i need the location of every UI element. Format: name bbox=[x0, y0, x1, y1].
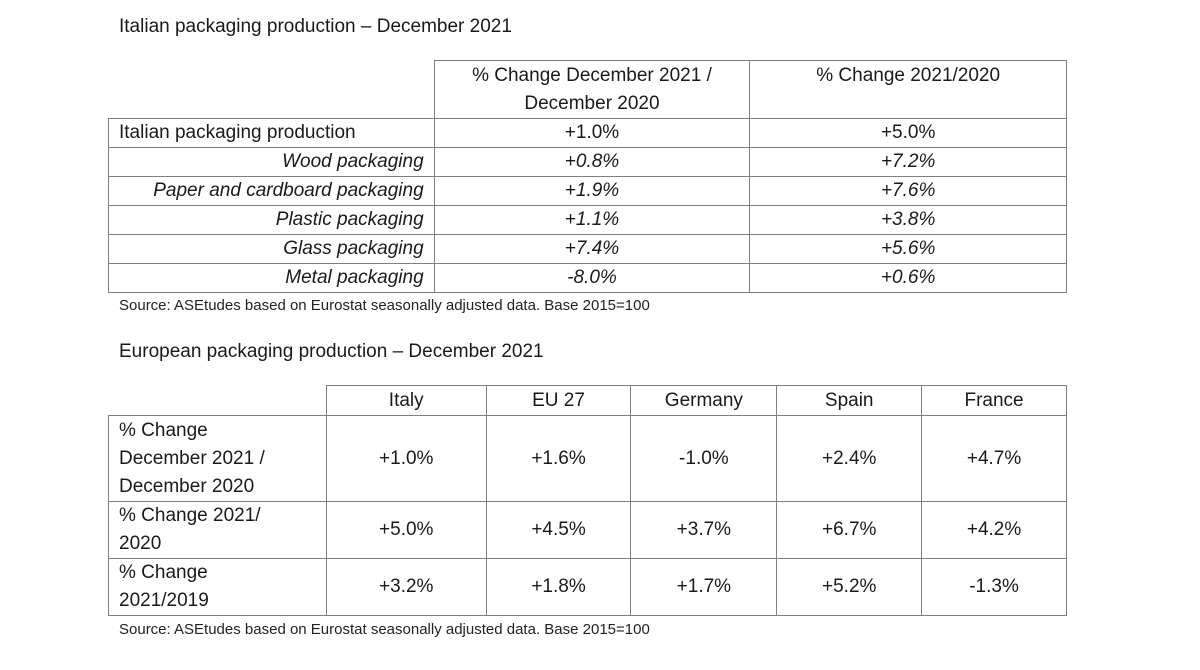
cell-value: +5.6% bbox=[749, 234, 1067, 264]
col-header-france: France bbox=[921, 385, 1067, 416]
cell-value: +1.7% bbox=[630, 558, 778, 616]
cell-value: +4.7% bbox=[921, 415, 1067, 502]
european-source-note: Source: ASEtudes based on Eurostat seaso… bbox=[119, 621, 650, 638]
col-header-germany: Germany bbox=[630, 385, 778, 416]
cell-value: +1.6% bbox=[485, 415, 632, 502]
cell-value: +1.9% bbox=[433, 176, 751, 206]
col-header-dec: % Change December 2021 / December 2020 bbox=[433, 60, 751, 119]
cell-value: +3.2% bbox=[325, 558, 487, 616]
row-label: % Change December 2021 / December 2020 bbox=[108, 415, 327, 502]
cell-value: +7.4% bbox=[433, 234, 751, 264]
cell-value: +4.5% bbox=[485, 501, 632, 559]
table-row: Paper and cardboard packaging +1.9% +7.6… bbox=[108, 176, 1067, 206]
italian-source-note: Source: ASEtudes based on Eurostat seaso… bbox=[119, 297, 650, 314]
cell-value: +1.0% bbox=[325, 415, 487, 502]
cell-value: +7.6% bbox=[749, 176, 1067, 206]
table-row: Wood packaging +0.8% +7.2% bbox=[108, 147, 1067, 177]
cell-value: +5.0% bbox=[325, 501, 487, 559]
col-header-italy: Italy bbox=[325, 385, 487, 416]
cell-value: +1.0% bbox=[433, 118, 751, 148]
row-label: Italian packaging production bbox=[108, 118, 435, 148]
cell-value: +3.8% bbox=[749, 205, 1067, 235]
italian-table-title: Italian packaging production – December … bbox=[119, 16, 512, 37]
european-packaging-table: Italy EU 27 Germany Spain France % Chang… bbox=[108, 385, 1067, 616]
italian-packaging-table: % Change December 2021 / December 2020 %… bbox=[108, 60, 1067, 293]
cell-value: +5.0% bbox=[749, 118, 1067, 148]
cell-value: +2.4% bbox=[776, 415, 923, 502]
cell-value: +7.2% bbox=[749, 147, 1067, 177]
table-row: Glass packaging +7.4% +5.6% bbox=[108, 234, 1067, 264]
cell-value: +6.7% bbox=[776, 501, 923, 559]
col-header-year: % Change 2021/2020 bbox=[749, 60, 1067, 119]
european-table-title: European packaging production – December… bbox=[119, 341, 544, 362]
table-row: Metal packaging -8.0% +0.6% bbox=[108, 263, 1067, 293]
corner-cell bbox=[108, 60, 435, 119]
row-label: Wood packaging bbox=[108, 147, 435, 177]
row-label: Glass packaging bbox=[108, 234, 435, 264]
cell-value: +0.6% bbox=[749, 263, 1067, 293]
cell-value: -1.3% bbox=[921, 558, 1067, 616]
col-header-eu27: EU 27 bbox=[485, 385, 632, 416]
table-row: Plastic packaging +1.1% +3.8% bbox=[108, 205, 1067, 235]
cell-value: +4.2% bbox=[921, 501, 1067, 559]
table-row: % Change December 2021 / December 2020 +… bbox=[108, 415, 1067, 502]
row-label: Plastic packaging bbox=[108, 205, 435, 235]
cell-value: +1.1% bbox=[433, 205, 751, 235]
table-row: Italian packaging production +1.0% +5.0% bbox=[108, 118, 1067, 148]
cell-value: +0.8% bbox=[433, 147, 751, 177]
cell-value: -8.0% bbox=[433, 263, 751, 293]
col-header-spain: Spain bbox=[776, 385, 923, 416]
corner-cell bbox=[108, 385, 327, 416]
cell-value: +3.7% bbox=[630, 501, 778, 559]
cell-value: +1.8% bbox=[485, 558, 632, 616]
table-row: % Change 2021/ 2020 +5.0% +4.5% +3.7% +6… bbox=[108, 501, 1067, 559]
row-label: Paper and cardboard packaging bbox=[108, 176, 435, 206]
row-label: % Change 2021/ 2020 bbox=[108, 501, 327, 559]
cell-value: -1.0% bbox=[630, 415, 778, 502]
table-row: % Change 2021/2019 +3.2% +1.8% +1.7% +5.… bbox=[108, 558, 1067, 616]
row-label: Metal packaging bbox=[108, 263, 435, 293]
cell-value: +5.2% bbox=[776, 558, 923, 616]
row-label: % Change 2021/2019 bbox=[108, 558, 327, 616]
